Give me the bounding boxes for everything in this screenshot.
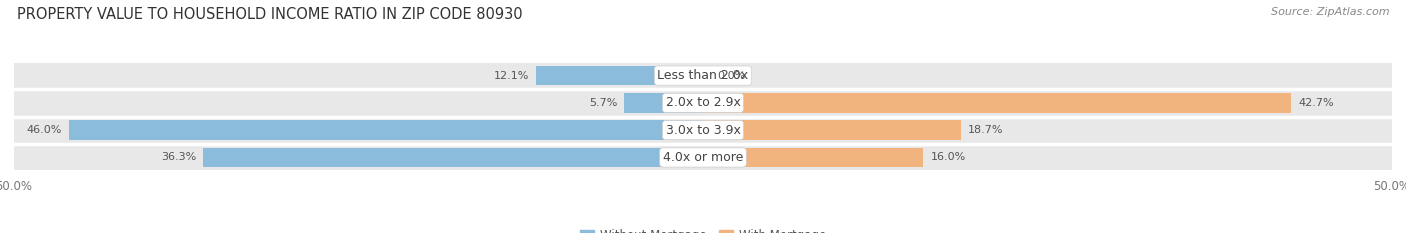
Text: 2.0x to 2.9x: 2.0x to 2.9x <box>665 96 741 109</box>
Bar <box>202 148 703 167</box>
Text: 36.3%: 36.3% <box>160 152 195 162</box>
Bar <box>703 93 1291 113</box>
Text: 5.7%: 5.7% <box>589 98 617 108</box>
Text: Source: ZipAtlas.com: Source: ZipAtlas.com <box>1271 7 1389 17</box>
Bar <box>14 90 1392 116</box>
Text: 12.1%: 12.1% <box>494 71 530 81</box>
Bar <box>536 66 703 85</box>
Text: PROPERTY VALUE TO HOUSEHOLD INCOME RATIO IN ZIP CODE 80930: PROPERTY VALUE TO HOUSEHOLD INCOME RATIO… <box>17 7 523 22</box>
Text: 16.0%: 16.0% <box>931 152 966 162</box>
Bar <box>703 120 960 140</box>
Legend: Without Mortgage, With Mortgage: Without Mortgage, With Mortgage <box>575 224 831 233</box>
Bar <box>703 148 924 167</box>
Text: 18.7%: 18.7% <box>967 125 1002 135</box>
Bar <box>624 93 703 113</box>
Text: 42.7%: 42.7% <box>1298 98 1334 108</box>
Bar <box>14 145 1392 170</box>
Text: 3.0x to 3.9x: 3.0x to 3.9x <box>665 124 741 137</box>
Bar <box>14 63 1392 88</box>
Bar <box>14 117 1392 143</box>
Bar <box>69 120 703 140</box>
Text: 0.0%: 0.0% <box>717 71 745 81</box>
Text: 4.0x or more: 4.0x or more <box>662 151 744 164</box>
Text: Less than 2.0x: Less than 2.0x <box>658 69 748 82</box>
Text: 46.0%: 46.0% <box>27 125 62 135</box>
